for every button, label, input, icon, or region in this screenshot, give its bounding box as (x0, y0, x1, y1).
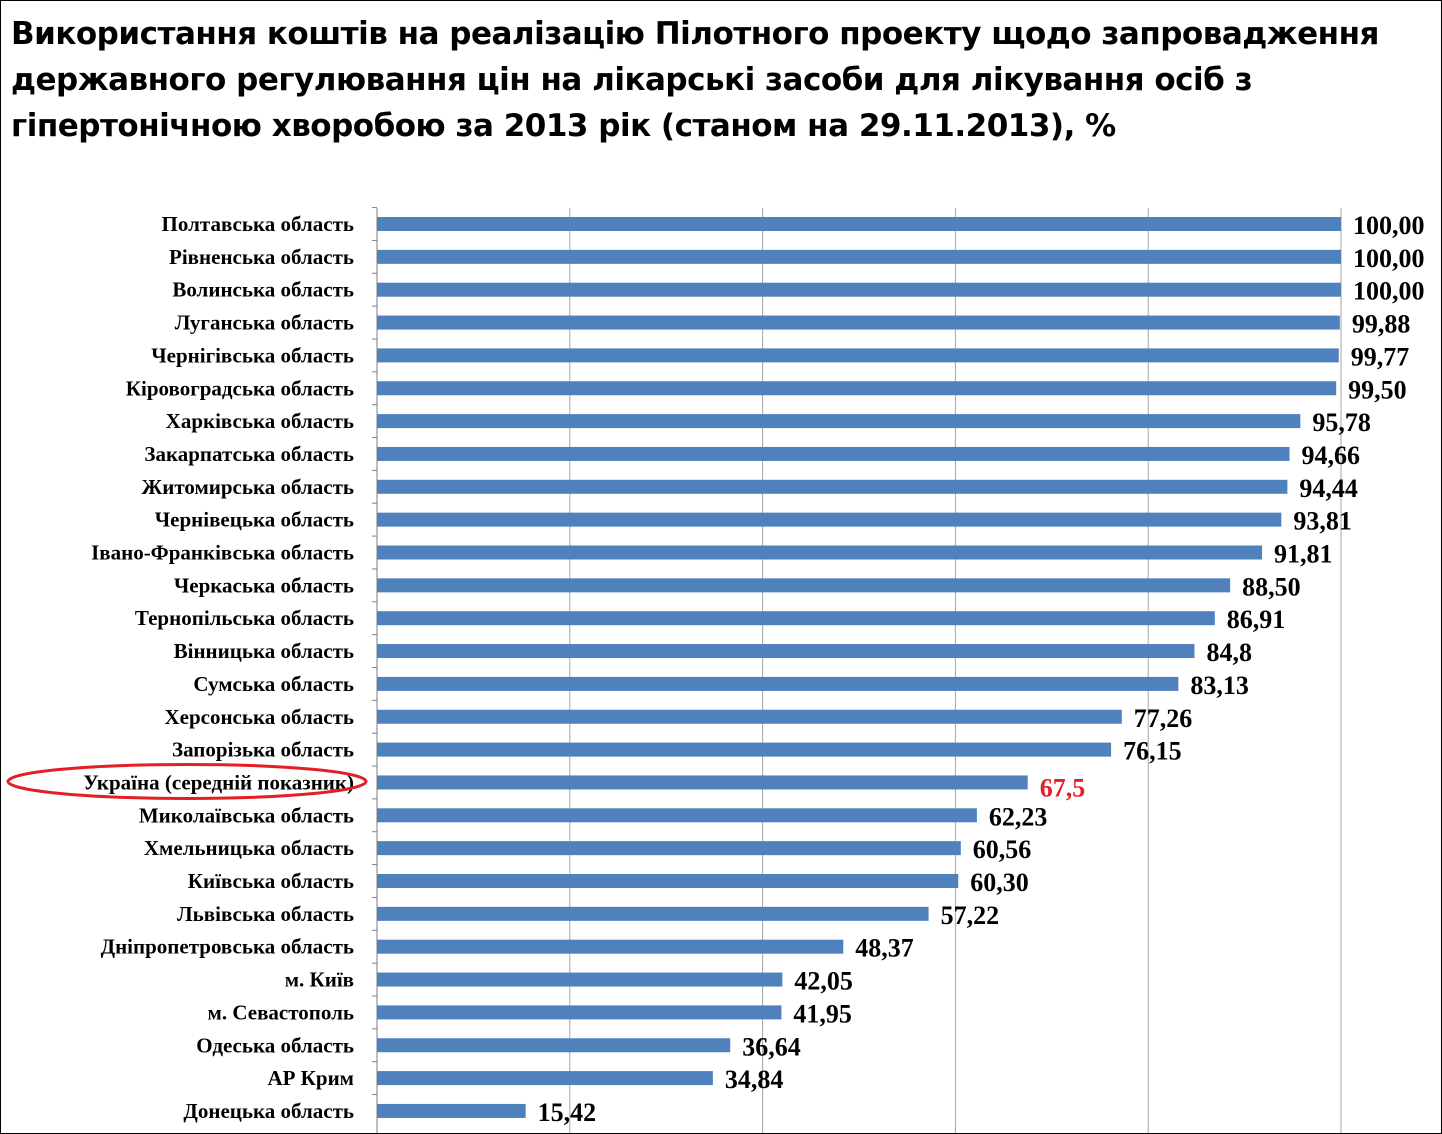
bar (377, 1005, 782, 1020)
bar (377, 249, 1341, 264)
data-label: 93,81 (1293, 507, 1352, 536)
bar (377, 676, 1179, 691)
category-label: Донецька область (183, 1099, 354, 1123)
category-label: Дніпропетровська область (101, 935, 354, 959)
category-label: Сумська область (193, 672, 354, 696)
bar (377, 709, 1122, 724)
category-label: Рівненська область (169, 245, 354, 269)
bar (377, 644, 1195, 659)
data-label: 57,22 (941, 901, 1000, 930)
bar (377, 217, 1341, 231)
data-label: 99,88 (1352, 310, 1411, 339)
data-label: 100,00 (1353, 277, 1425, 306)
labels: Полтавська область 100,00 Рівненська облас… (6, 211, 1425, 1127)
bar (377, 939, 844, 954)
bar (377, 545, 1263, 560)
category-label: Луганська область (175, 311, 354, 335)
bar (377, 512, 1282, 527)
bar-chart: Полтавська область 100,00 Рівненська облас… (6, 207, 1425, 1133)
category-label: м. Київ (285, 968, 354, 992)
chart-title: Використання коштів на реалізацію Пілотн… (11, 16, 1379, 144)
data-label: 62,23 (989, 802, 1048, 831)
category-label: Львівська область (177, 902, 354, 926)
bar (377, 611, 1215, 626)
data-label: 67,5 (1040, 773, 1086, 802)
category-label: Херсонська область (164, 705, 354, 729)
data-label: 84,8 (1206, 638, 1252, 667)
data-label: 15,42 (538, 1098, 597, 1127)
category-label: Черкаська область (174, 573, 354, 597)
data-label: 99,77 (1351, 342, 1410, 371)
category-label: Україна (середній показник) (83, 770, 354, 794)
category-label: Житомирська область (141, 475, 354, 499)
bar (377, 578, 1231, 593)
category-label: Миколаївська область (139, 803, 354, 827)
bar (377, 742, 1112, 757)
category-label: Харківська область (166, 409, 354, 433)
data-label: 100,00 (1353, 211, 1425, 240)
data-label: 94,66 (1302, 441, 1361, 470)
bar (377, 1038, 731, 1053)
category-label: АР Крим (267, 1066, 354, 1090)
bar (377, 446, 1290, 461)
data-label: 99,50 (1348, 375, 1407, 404)
bar (377, 808, 977, 823)
category-label: Одеська область (196, 1033, 354, 1057)
highlight-ellipse (6, 762, 368, 800)
data-label: 83,13 (1190, 671, 1249, 700)
bar (377, 479, 1288, 494)
category-label: Волинська область (172, 278, 354, 302)
category-label: Хмельницька область (144, 836, 354, 860)
bar (377, 1103, 526, 1118)
data-label: 100,00 (1353, 244, 1425, 273)
data-label: 41,95 (793, 999, 852, 1028)
bar (377, 972, 783, 987)
bars (377, 217, 1341, 1118)
data-label: 76,15 (1123, 737, 1182, 766)
data-label: 60,56 (973, 835, 1031, 864)
data-label: 60,30 (970, 868, 1029, 897)
category-label: Кіровоградська область (126, 376, 354, 400)
data-label: 86,91 (1227, 605, 1286, 634)
data-label: 36,64 (742, 1032, 801, 1061)
category-label: Чернігівська область (151, 343, 354, 367)
category-label: Київська область (188, 869, 354, 893)
bar (377, 315, 1340, 330)
data-label: 91,81 (1274, 540, 1333, 569)
data-label: 42,05 (794, 967, 853, 996)
data-label: 48,37 (855, 934, 914, 963)
bar (377, 775, 1028, 790)
category-label: Запорізька область (172, 738, 354, 762)
category-label: м. Севастополь (208, 1000, 354, 1024)
bar (377, 348, 1339, 363)
bar (377, 414, 1301, 429)
bar (377, 874, 959, 888)
data-label: 94,44 (1299, 474, 1358, 503)
category-label: Полтавська область (162, 212, 354, 236)
data-label: 88,50 (1242, 572, 1301, 601)
bar (377, 282, 1341, 297)
bar (377, 381, 1337, 396)
data-label: 77,26 (1134, 704, 1193, 733)
category-label: Чернівецька область (155, 508, 354, 532)
category-label: Вінницька область (174, 639, 354, 663)
category-label: Івано-Франківська область (91, 541, 354, 565)
data-label: 34,84 (725, 1065, 784, 1094)
data-label: 95,78 (1312, 408, 1371, 437)
category-label: Закарпатська область (144, 442, 354, 466)
bar (377, 841, 961, 856)
bar (377, 906, 929, 921)
bar (377, 1071, 713, 1086)
category-label: Тернопільська область (135, 606, 354, 630)
